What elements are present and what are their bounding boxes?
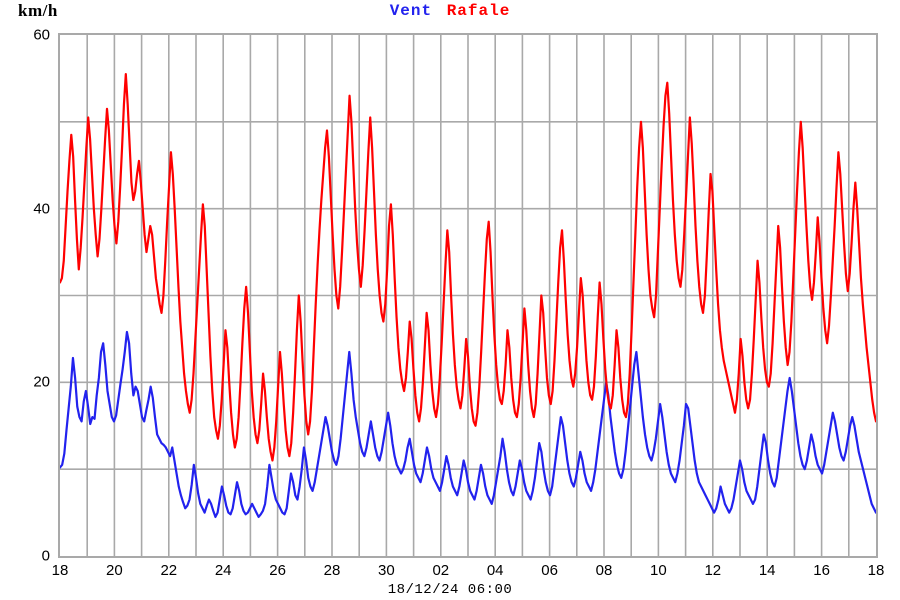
chart-caption: 18/12/24 06:00 <box>387 582 513 598</box>
chart-legend: Vent Rafale <box>0 2 900 20</box>
x-tick-label: 14 <box>758 562 776 579</box>
x-tick-label: 02 <box>432 562 450 579</box>
x-tick-label: 26 <box>269 562 286 579</box>
x-tick-label: 24 <box>214 562 232 579</box>
x-tick-label: 18 <box>51 562 69 579</box>
x-tick-label: 30 <box>378 562 395 579</box>
y-tick-label: 60 <box>33 26 50 44</box>
plot-area <box>58 33 878 558</box>
x-tick-label: 18 <box>867 562 885 579</box>
x-tick-label: 08 <box>595 562 613 579</box>
x-tick-label: 12 <box>704 562 722 579</box>
x-tick-label: 10 <box>650 562 667 579</box>
x-tick-label: 22 <box>160 562 178 579</box>
y-tick-label: 20 <box>33 373 50 391</box>
x-tick-label: 06 <box>541 562 558 579</box>
y-tick-label: 40 <box>33 200 50 218</box>
legend-item-rafale: Rafale <box>446 2 511 20</box>
x-tick-label: 28 <box>323 562 341 579</box>
x-tick-label: 20 <box>106 562 123 579</box>
x-tick-label: 16 <box>813 562 830 579</box>
series-layer <box>60 35 876 556</box>
legend-item-vent: Vent <box>389 2 433 20</box>
x-tick-label: 04 <box>486 562 504 579</box>
y-axis-unit-label: km/h <box>18 1 58 20</box>
